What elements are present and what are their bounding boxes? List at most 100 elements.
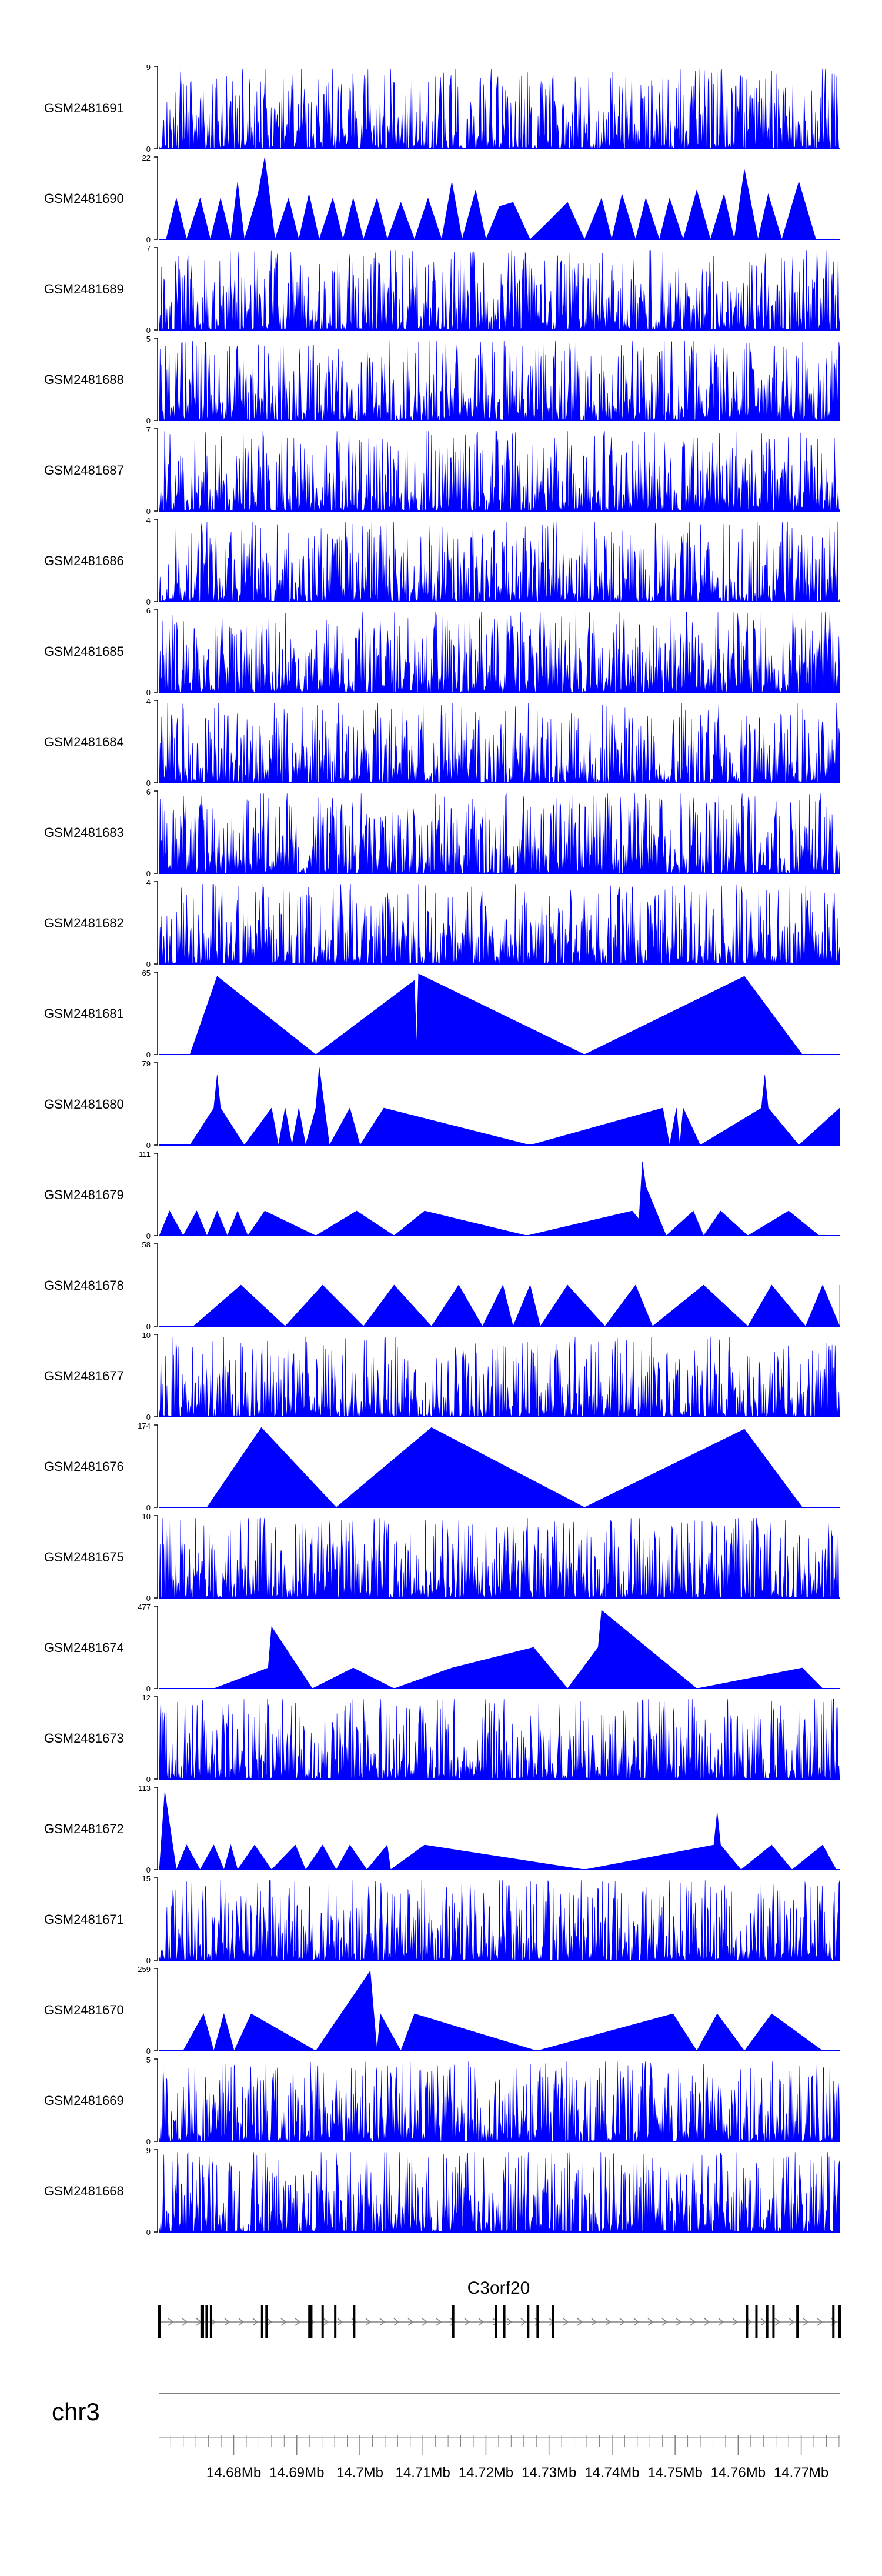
- y-min-label: 0: [146, 145, 151, 154]
- y-max-label: 79: [142, 1059, 151, 1068]
- strand-arrow: [690, 2318, 696, 2326]
- y-max-label: 174: [138, 1422, 151, 1430]
- genomic-axis: 14.68Mb 14.69Mb 14.7Mb 14.71Mb 14.72Mb 14.73M…: [159, 2435, 840, 2481]
- y-min-label: 0: [146, 2137, 151, 2146]
- x-tick-label: 14.73Mb: [522, 2465, 576, 2481]
- y-min-label: 0: [146, 1141, 151, 1150]
- gene-name-label: C3orf20: [467, 2278, 530, 2298]
- y-min-label: 0: [146, 1413, 151, 1422]
- coverage-area: [213, 1610, 823, 1689]
- strand-arrow: [450, 2318, 456, 2326]
- x-tick-label: 14.77Mb: [774, 2465, 828, 2481]
- track-label: GSM2481689: [44, 282, 124, 296]
- y-max-label: 58: [142, 1240, 151, 1249]
- track-label: GSM2481690: [44, 191, 124, 206]
- track-label: GSM2481686: [44, 553, 124, 568]
- y-max-label: 7: [146, 244, 151, 253]
- exon: [260, 2305, 263, 2338]
- x-tick-label: 14.74Mb: [584, 2465, 639, 2481]
- y-min-label: 0: [146, 779, 151, 788]
- y-max-label: 477: [138, 1603, 151, 1611]
- exon: [205, 2305, 208, 2338]
- strand-arrow: [577, 2318, 583, 2326]
- y-min-label: 0: [146, 507, 151, 516]
- x-tick-label: 14.76Mb: [711, 2465, 766, 2481]
- y-max-label: 10: [142, 1331, 151, 1340]
- track-label: GSM2481677: [44, 1369, 124, 1383]
- strand-arrow: [224, 2318, 230, 2326]
- x-tick-label: 14.69Mb: [269, 2465, 324, 2481]
- coverage-area: [159, 703, 840, 784]
- strand-arrow: [591, 2318, 597, 2326]
- strand-arrow: [436, 2318, 442, 2326]
- exon: [321, 2305, 324, 2338]
- track-GSM2481677: GSM2481677 10 0: [44, 1331, 840, 1422]
- coverage-area: [182, 1970, 824, 2052]
- y-max-label: 12: [142, 1693, 151, 1702]
- strand-arrow: [238, 2318, 245, 2326]
- track-GSM2481685: GSM2481685 6 0: [44, 606, 840, 697]
- exon: [746, 2305, 749, 2338]
- strand-arrow: [817, 2318, 823, 2326]
- coverage-area: [189, 1066, 840, 1146]
- x-tick-label: 14.7Mb: [336, 2465, 383, 2481]
- x-tick-label: 14.72Mb: [459, 2465, 513, 2481]
- track-label: GSM2481687: [44, 463, 124, 478]
- y-min-label: 0: [146, 1232, 151, 1240]
- y-max-label: 9: [146, 63, 151, 72]
- exon: [495, 2305, 497, 2338]
- strand-arrow: [295, 2318, 301, 2326]
- exon: [209, 2305, 212, 2338]
- strand-arrow: [478, 2318, 485, 2326]
- coverage-area: [189, 973, 803, 1055]
- y-min-label: 0: [146, 960, 151, 969]
- strand-arrow: [252, 2318, 259, 2326]
- y-min-label: 0: [146, 869, 151, 878]
- strand-arrow: [633, 2318, 640, 2326]
- exon: [536, 2305, 539, 2338]
- strand-arrow: [732, 2318, 739, 2326]
- coverage-area: [159, 1161, 820, 1236]
- exon: [158, 2305, 161, 2338]
- track-GSM2481690: GSM2481690 22 0: [44, 154, 840, 244]
- exon: [452, 2305, 455, 2338]
- coverage-area: [206, 1427, 803, 1508]
- exon: [838, 2305, 841, 2338]
- y-min-label: 0: [146, 416, 151, 425]
- track-label: GSM2481682: [44, 916, 124, 930]
- strand-arrow: [379, 2318, 386, 2326]
- strand-arrow: [746, 2318, 753, 2326]
- track-GSM2481671: GSM2481671 15 0: [44, 1874, 840, 1965]
- strand-arrow: [280, 2318, 287, 2326]
- track-GSM2481680: GSM2481680 79 0: [44, 1059, 840, 1150]
- strand-arrow: [407, 2318, 414, 2326]
- track-label: GSM2481676: [44, 1459, 124, 1474]
- track-label: GSM2481671: [44, 1912, 124, 1927]
- strand-arrow: [266, 2318, 273, 2326]
- coverage-area: [159, 341, 840, 422]
- track-label: GSM2481678: [44, 1278, 124, 1293]
- track-label: GSM2481679: [44, 1187, 124, 1202]
- strand-arrow: [676, 2318, 682, 2326]
- exon: [766, 2305, 769, 2338]
- exon: [552, 2305, 554, 2338]
- track-label: GSM2481691: [44, 101, 124, 115]
- x-tick-label: 14.75Mb: [647, 2465, 702, 2481]
- y-min-label: 0: [146, 1775, 151, 1784]
- coverage-area: [159, 1699, 840, 1780]
- exon: [755, 2305, 758, 2338]
- coverage-area: [193, 1284, 840, 1327]
- track-label: GSM2481680: [44, 1097, 124, 1112]
- y-max-label: 15: [142, 1874, 151, 1883]
- track-GSM2481668: GSM2481668 9 0: [44, 2146, 840, 2237]
- y-min-label: 0: [146, 1684, 151, 1693]
- strand-arrow: [789, 2318, 795, 2326]
- chromosome-track: chr3: [52, 2393, 840, 2425]
- exon: [334, 2305, 337, 2338]
- coverage-area: [159, 250, 840, 331]
- y-min-label: 0: [146, 235, 151, 244]
- track-GSM2481691: GSM2481691 9 0: [44, 63, 840, 154]
- y-max-label: 9: [146, 2146, 151, 2155]
- strand-arrow: [718, 2318, 724, 2326]
- exon: [265, 2305, 268, 2338]
